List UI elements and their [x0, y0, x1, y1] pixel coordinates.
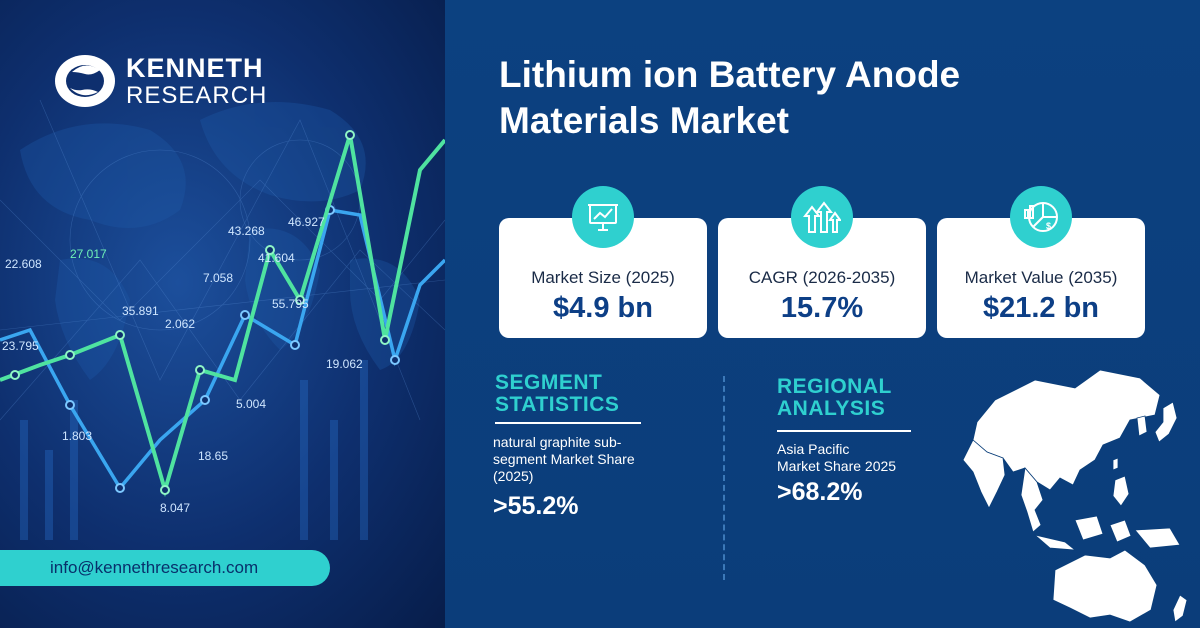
market-size-value: $4.9 bn [553, 292, 653, 324]
chart-label: 27.017 [70, 247, 107, 261]
segment-desc-line1: natural graphite sub- [493, 434, 622, 450]
chart-label: 43.268 [228, 224, 265, 238]
chart-label: 22.608 [5, 257, 42, 271]
regional-title-line2: ANALYSIS [777, 397, 886, 420]
regional-desc-line2: Market Share 2025 [777, 458, 897, 474]
brand-name-line2: RESEARCH [126, 81, 268, 109]
hero-image-panel: 22.608 27.017 23.795 35.891 1.803 2.062 … [0, 0, 445, 628]
regional-value: >68.2% [777, 478, 863, 506]
segment-title-line1: SEGMENT [495, 371, 603, 394]
regional-desc-line1: Asia Pacific [777, 441, 850, 457]
chart-label: 41.604 [258, 251, 295, 265]
chart-label: 18.65 [198, 449, 228, 463]
chart-label: 7.058 [203, 271, 233, 285]
market-value-label: Market Value (2035) [964, 268, 1118, 287]
svg-text:$: $ [1046, 221, 1051, 231]
regional-title-line1: REGIONAL [777, 375, 892, 398]
brand-name-line1: KENNETH [126, 52, 264, 83]
title-line2: Materials Market [499, 100, 789, 141]
segment-description: natural graphite sub- segment Market Sha… [493, 434, 635, 485]
brand-logo: KENNETH RESEARCH [52, 52, 267, 110]
chart-label: 1.803 [62, 429, 92, 443]
page-title: Lithium ion Battery Anode Materials Mark… [499, 52, 1119, 144]
segment-title-line2: STATISTICS [495, 393, 620, 416]
title-line1: Lithium ion Battery Anode [499, 54, 961, 95]
info-panel: Lithium ion Battery Anode Materials Mark… [445, 0, 1200, 628]
asia-pacific-map-icon [962, 369, 1188, 623]
segment-divider-line [495, 422, 641, 424]
regional-section-title: REGIONAL ANALYSIS [777, 376, 892, 420]
presentation-chart-icon [572, 186, 634, 248]
chart-label: 46.927 [288, 215, 325, 229]
stock-chart-graphic: 22.608 27.017 23.795 35.891 1.803 2.062 … [0, 99, 445, 540]
segment-desc-line3: (2025) [493, 468, 534, 484]
chart-label: 55.795 [272, 297, 309, 311]
chart-label: 8.047 [160, 501, 190, 515]
kenneth-logo-icon [55, 55, 115, 107]
pie-dollar-icon: $ [1010, 186, 1072, 248]
market-value-value: $21.2 bn [982, 292, 1100, 324]
chart-label: 23.795 [2, 339, 39, 353]
chart-label: 19.062 [326, 357, 363, 371]
chart-label: 35.891 [122, 304, 159, 318]
chart-label: 2.062 [165, 317, 195, 331]
segment-section-title: SEGMENT STATISTICS [495, 372, 619, 416]
regional-description: Asia Pacific Market Share 2025 [777, 441, 896, 475]
section-divider [723, 376, 725, 580]
market-size-label: Market Size (2025) [531, 268, 675, 287]
cagr-label: CAGR (2026-2035) [748, 268, 896, 287]
chart-label: 5.004 [236, 397, 266, 411]
cagr-value: 15.7% [780, 292, 864, 324]
segment-value: >55.2% [493, 492, 579, 520]
contact-email[interactable]: info@kennethresearch.com [0, 550, 330, 586]
growth-arrows-icon [791, 186, 853, 248]
regional-divider-line [777, 430, 911, 432]
segment-desc-line2: segment Market Share [493, 451, 635, 467]
